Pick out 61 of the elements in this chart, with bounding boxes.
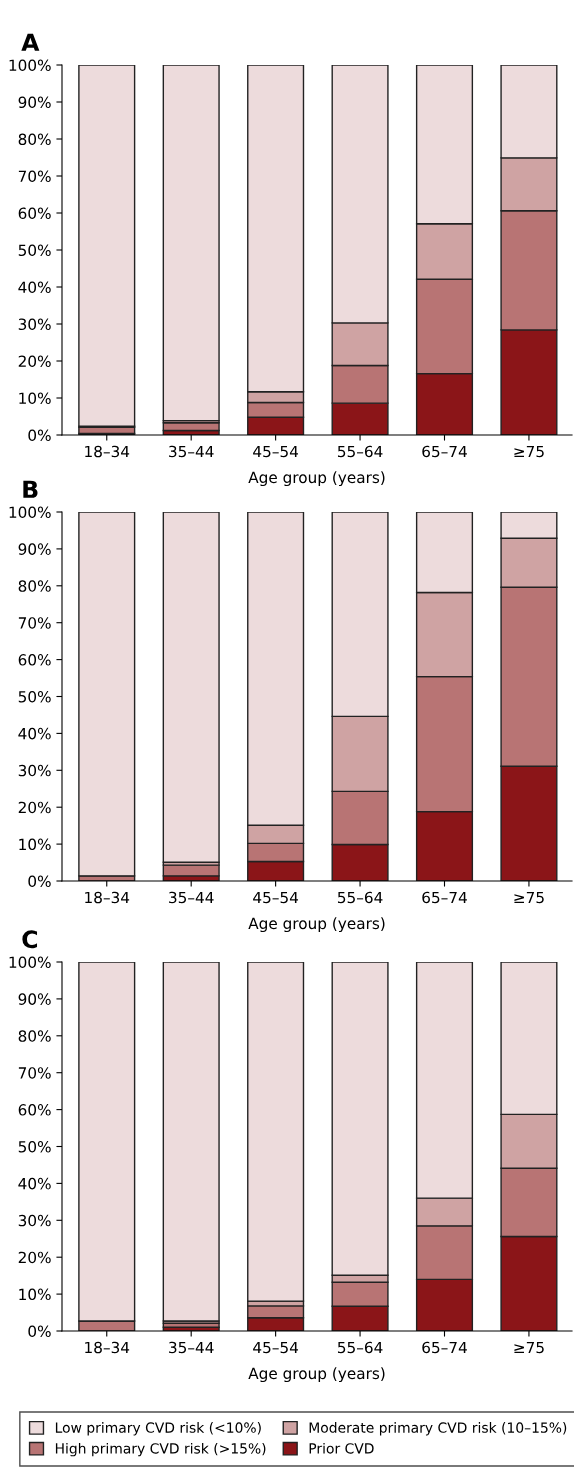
- y-tick-label: 80%: [18, 580, 51, 592]
- y-tick-label: 30%: [18, 1214, 51, 1227]
- y-tick-label: 10%: [19, 838, 51, 851]
- legend-label: Moderate primary CVD risk (10–15%): [309, 1422, 567, 1436]
- x-tick-label: 65–74: [422, 445, 467, 458]
- x-tick-label: 65–74: [422, 891, 467, 904]
- y-tick-label: 30%: [18, 764, 51, 777]
- y-tick-label: 40%: [18, 281, 51, 294]
- y-tick-label: 50%: [18, 690, 51, 703]
- legend-label: Low primary CVD risk (<10%): [55, 1422, 261, 1436]
- y-tick-label: 100%: [9, 59, 51, 72]
- x-tick-label: ≥75: [514, 891, 544, 904]
- x-tick-label: 18–34: [85, 445, 130, 458]
- x-tick-label: 65–74: [422, 1341, 467, 1354]
- x-axis-title: Age group (years): [248, 1367, 385, 1383]
- x-axis-title: Age group (years): [248, 471, 385, 487]
- x-tick-label: 18–34: [85, 1341, 130, 1354]
- x-tick-label: 45–54: [253, 891, 299, 904]
- x-tick-label: ≥75: [514, 1341, 544, 1354]
- x-tick-label: 55–64: [337, 1341, 383, 1354]
- y-tick-label: 40%: [18, 1177, 51, 1190]
- y-tick-label: 70%: [18, 170, 51, 183]
- y-tick-label: 60%: [18, 207, 51, 220]
- y-tick-label: 30%: [18, 318, 51, 331]
- y-tick-label: 20%: [18, 801, 51, 814]
- x-tick-label: 45–54: [253, 445, 299, 458]
- y-tick-label: 60%: [18, 1104, 51, 1116]
- y-tick-label: 90%: [18, 96, 51, 109]
- y-tick-label: 100%: [9, 956, 51, 969]
- y-tick-label: 40%: [18, 727, 51, 740]
- x-tick-label: ≥75: [514, 445, 544, 458]
- chart-title: A: [21, 33, 40, 51]
- y-tick-label: 80%: [18, 1030, 51, 1042]
- legend-label: High primary CVD risk (>15%): [55, 1442, 266, 1457]
- x-tick-label: 35–44: [169, 445, 214, 458]
- y-tick-label: 0%: [28, 875, 51, 888]
- y-tick-label: 100%: [9, 506, 51, 519]
- y-tick-label: 60%: [18, 654, 51, 666]
- x-axis-title: Age group (years): [248, 917, 385, 933]
- y-tick-label: 50%: [18, 1140, 51, 1153]
- legend-label: Prior CVD: [309, 1442, 374, 1454]
- y-tick-label: 10%: [19, 392, 51, 405]
- x-tick-label: 35–44: [169, 891, 214, 904]
- y-tick-label: 90%: [18, 543, 51, 555]
- y-tick-label: 80%: [18, 133, 51, 146]
- x-tick-label: 45–54: [253, 1341, 299, 1354]
- y-tick-label: 20%: [18, 1251, 51, 1264]
- y-tick-label: 50%: [18, 244, 51, 257]
- y-tick-label: 20%: [18, 355, 51, 368]
- y-tick-label: 70%: [18, 617, 51, 629]
- y-tick-label: 10%: [19, 1288, 51, 1301]
- y-tick-label: 0%: [28, 1325, 51, 1338]
- chart-title: B: [23, 480, 38, 498]
- x-tick-label: 18–34: [85, 891, 130, 904]
- y-tick-label: 90%: [18, 993, 51, 1005]
- x-tick-label: 55–64: [337, 891, 383, 904]
- x-tick-label: 55–64: [337, 445, 383, 458]
- x-tick-label: 35–44: [169, 1341, 214, 1354]
- y-tick-label: 0%: [28, 429, 51, 442]
- y-tick-label: 70%: [18, 1067, 51, 1079]
- chart-title: C: [22, 930, 38, 949]
